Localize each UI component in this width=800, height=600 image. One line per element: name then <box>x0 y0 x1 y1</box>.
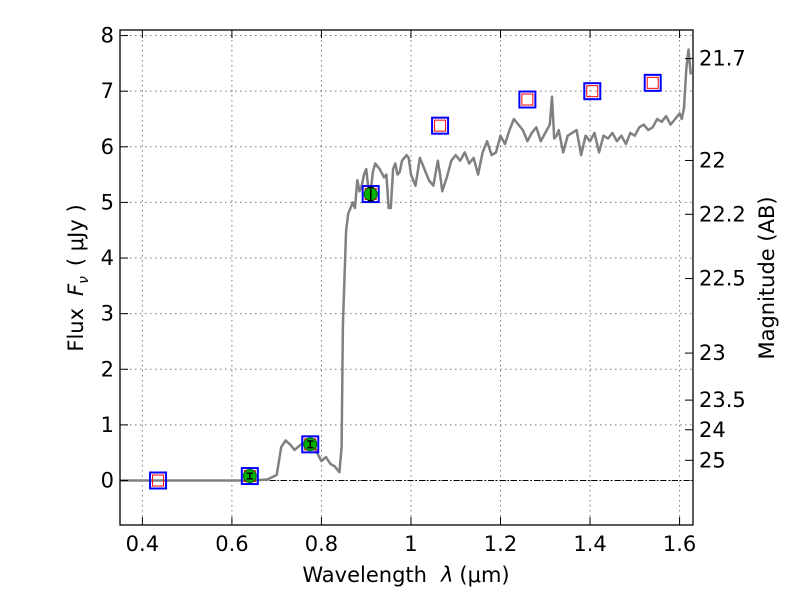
filter-box-marker <box>149 471 168 490</box>
x-tick-label: 1.4 <box>573 532 606 556</box>
filter-box-marker <box>431 116 450 135</box>
model-flux-marker <box>152 474 165 487</box>
y-tick-label: 6 <box>101 135 114 159</box>
y-tick-label: 8 <box>101 24 114 48</box>
model-flux-marker <box>586 85 599 98</box>
x-tick-label: 1 <box>404 532 417 556</box>
filter-box-marker <box>643 73 662 92</box>
filter-box-marker <box>518 90 537 109</box>
y-tick-label: 4 <box>101 246 114 270</box>
y-tick-label: 0 <box>101 469 114 493</box>
y2-axis-label: Magnitude (AB) <box>755 196 779 359</box>
y-tick-label: 3 <box>101 302 114 326</box>
y2-tick-label: 22 <box>699 148 726 172</box>
photometry-layer <box>149 73 662 490</box>
filter-box-marker <box>301 435 320 454</box>
y2-tick-label: 23 <box>699 341 726 365</box>
y2-tick-label: 21.7 <box>699 47 746 71</box>
x-tick-label: 1.6 <box>663 532 696 556</box>
x-tick-label: 0.4 <box>126 532 159 556</box>
x-tick-label: 1.2 <box>484 532 517 556</box>
y2-tick-label: 24 <box>699 418 726 442</box>
filter-box-marker <box>240 467 259 486</box>
x-axis-label: Wavelength λ (μm) <box>302 563 509 587</box>
spectrum-layer <box>120 48 693 482</box>
y-tick-label: 2 <box>101 357 114 381</box>
y2-tick-label: 25 <box>699 448 726 472</box>
y2-tick-label: 23.5 <box>699 388 746 412</box>
plot-frame <box>119 29 694 526</box>
y2-tick-label: 22.5 <box>699 267 746 291</box>
model-flux-marker <box>646 76 659 89</box>
y-tick-label: 7 <box>101 79 114 103</box>
filter-box-marker <box>583 82 602 101</box>
y2-tick-label: 22.2 <box>699 202 746 226</box>
model-flux-marker <box>434 119 447 132</box>
y-axis-label: FluxFν( μJy ) <box>64 204 92 351</box>
ticks: 0.4 0.6 0.8 1 1.2 1.4 1.601234567821.72222.222… <box>101 24 746 556</box>
x-tick-label: 0.6 <box>215 532 248 556</box>
filter-box-marker <box>361 185 380 204</box>
x-tick-label: 0.8 <box>305 532 338 556</box>
model-flux-marker <box>521 93 534 106</box>
y-tick-label: 5 <box>101 190 114 214</box>
model-spectrum-line <box>120 48 693 482</box>
y-tick-label: 1 <box>101 413 114 437</box>
